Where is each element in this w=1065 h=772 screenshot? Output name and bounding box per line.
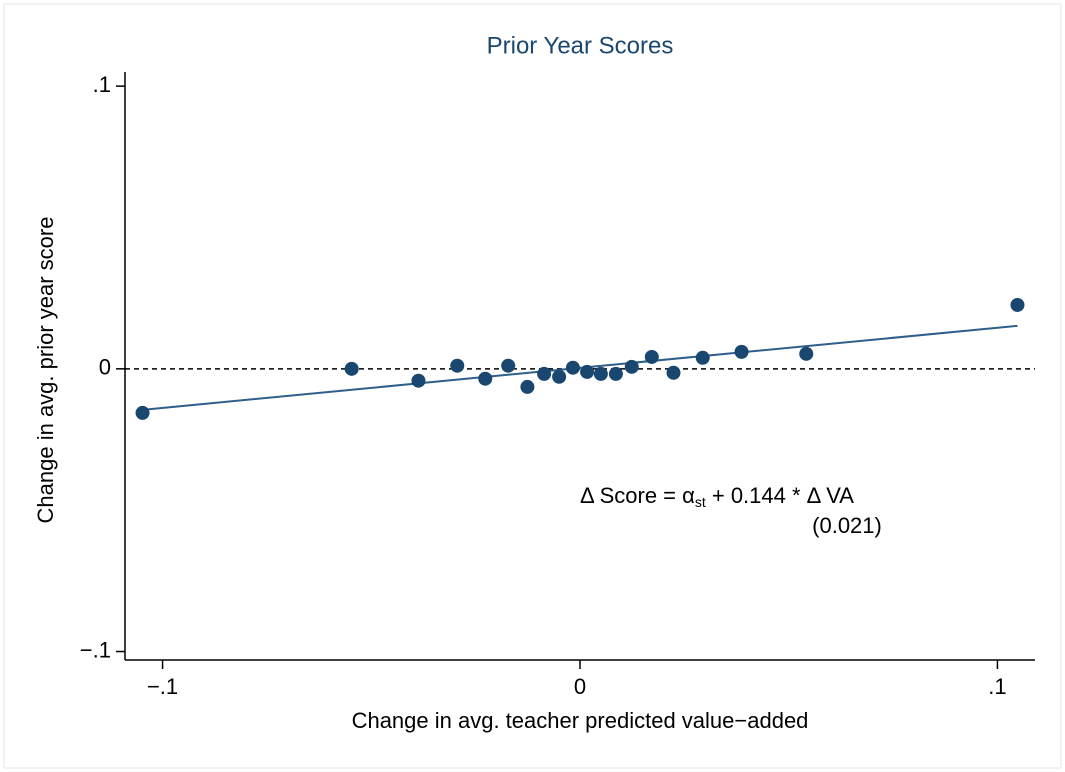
y-tick-label: −.1 [80,637,111,662]
x-tick-label: 0 [574,674,586,699]
y-axis-label: Change in avg. prior year score [33,217,58,524]
point [1010,297,1025,312]
point [734,344,749,359]
annotation-prefix: Δ Score = α [580,483,695,508]
point [799,346,814,361]
point [520,379,535,394]
chart-title: Prior Year Scores [487,32,674,59]
x-axis-label: Change in avg. teacher predicted value−a… [352,708,809,733]
y-tick-label: 0 [99,355,111,380]
point [608,366,623,381]
x-tick-label: .1 [988,674,1006,699]
point [135,405,150,420]
x-tick-label: −.1 [147,674,178,699]
point [666,365,681,380]
annotation: Δ Score = αst + 0.144 * Δ VA [580,483,854,510]
point [644,349,659,364]
y-tick-label: .1 [93,72,111,97]
point [537,366,552,381]
annotation-suffix: + 0.144 * Δ VA [706,483,855,508]
point [624,359,639,374]
point [344,361,359,376]
point [478,371,493,386]
annotation-subscript: st [695,494,706,510]
annotation-se: (0.021) [812,513,882,538]
point [695,350,710,365]
point [580,364,595,379]
point [411,373,426,388]
point [450,358,465,373]
point [593,366,608,381]
point [565,360,580,375]
point [552,369,567,384]
point [501,358,516,373]
fit-line [142,324,1018,411]
